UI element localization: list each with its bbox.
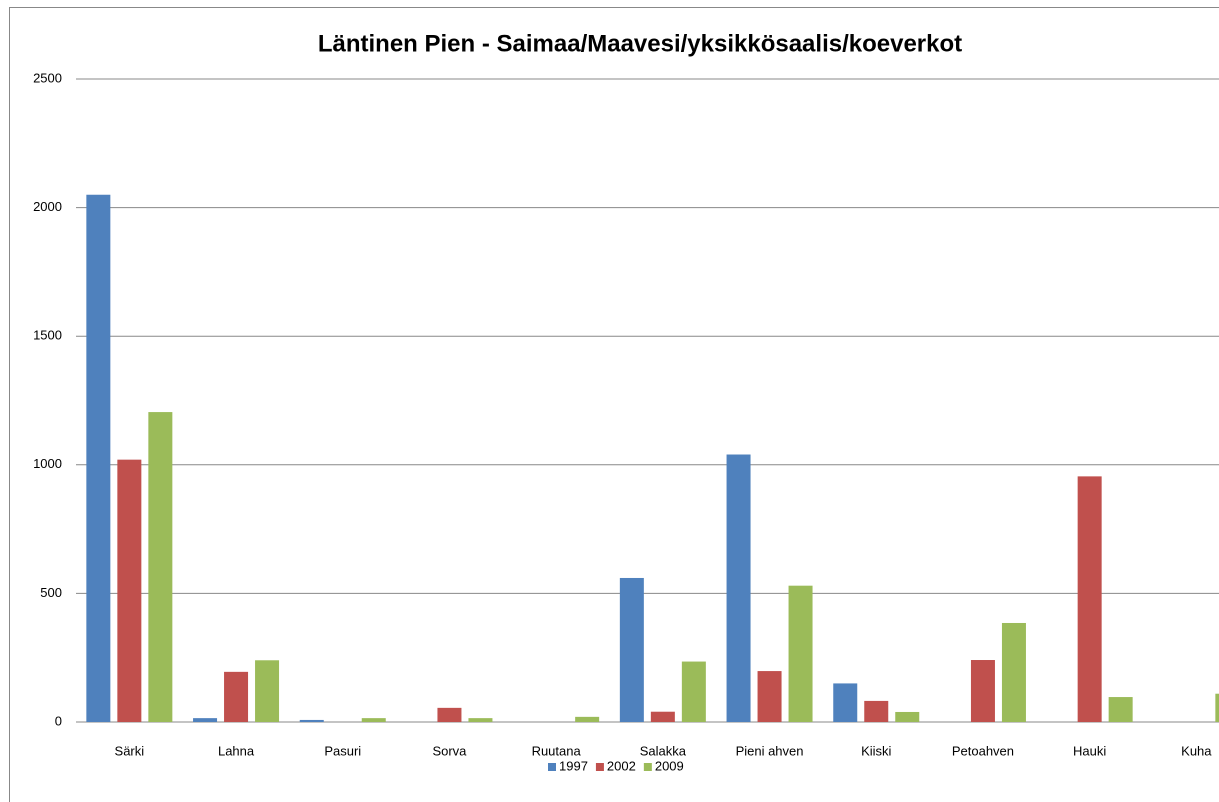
bar — [148, 412, 173, 722]
bar — [361, 718, 386, 722]
y-tick-label: 2000 — [33, 199, 62, 214]
x-tick-label: Pieni ahven — [736, 743, 804, 758]
legend-label: 1997 — [559, 758, 588, 773]
bar — [650, 711, 675, 722]
y-tick-label: 1500 — [33, 328, 62, 343]
bar — [468, 718, 493, 722]
x-tick-label: Pasuri — [324, 743, 361, 758]
bar — [1108, 697, 1133, 722]
bar — [575, 716, 600, 722]
bar — [833, 683, 858, 722]
legend-label: 2002 — [607, 758, 636, 773]
x-tick-label: Kuha — [1181, 743, 1212, 758]
x-tick-label: Särki — [115, 743, 145, 758]
bar — [1001, 622, 1026, 722]
y-tick-label: 500 — [40, 585, 62, 600]
bar — [437, 707, 462, 722]
y-tick-label: 2500 — [33, 70, 62, 85]
legend-swatch — [595, 763, 604, 771]
legend-label: 2009 — [655, 758, 684, 773]
legend-swatch — [643, 763, 652, 771]
x-tick-label: Kiiski — [861, 743, 891, 758]
bar — [681, 661, 706, 722]
bar — [619, 577, 644, 722]
x-tick-label: Hauki — [1073, 743, 1106, 758]
bar — [117, 459, 142, 722]
x-tick-label: Salakka — [640, 743, 687, 758]
x-tick-label: Lahna — [218, 743, 255, 758]
bar — [1215, 693, 1219, 722]
bar — [1077, 476, 1102, 722]
legend-swatch — [548, 763, 556, 771]
chart-title: Läntinen Pien - Saimaa/Maavesi/yksikkösa… — [318, 30, 962, 57]
bar — [757, 671, 782, 722]
bar — [299, 719, 324, 722]
chart-frame — [9, 7, 1219, 802]
y-tick-label: 0 — [55, 713, 62, 728]
bar — [224, 671, 249, 722]
x-tick-label: Sorva — [432, 743, 467, 758]
x-tick-label: Ruutana — [532, 743, 582, 758]
bar — [726, 454, 751, 722]
bar — [864, 700, 889, 722]
bar — [193, 718, 218, 722]
bar — [86, 194, 111, 723]
x-tick-label: Petoahven — [952, 743, 1014, 758]
bar — [788, 585, 813, 722]
bar — [970, 660, 995, 722]
y-tick-label: 1000 — [33, 456, 62, 471]
bar — [255, 660, 280, 722]
bar — [895, 711, 920, 722]
